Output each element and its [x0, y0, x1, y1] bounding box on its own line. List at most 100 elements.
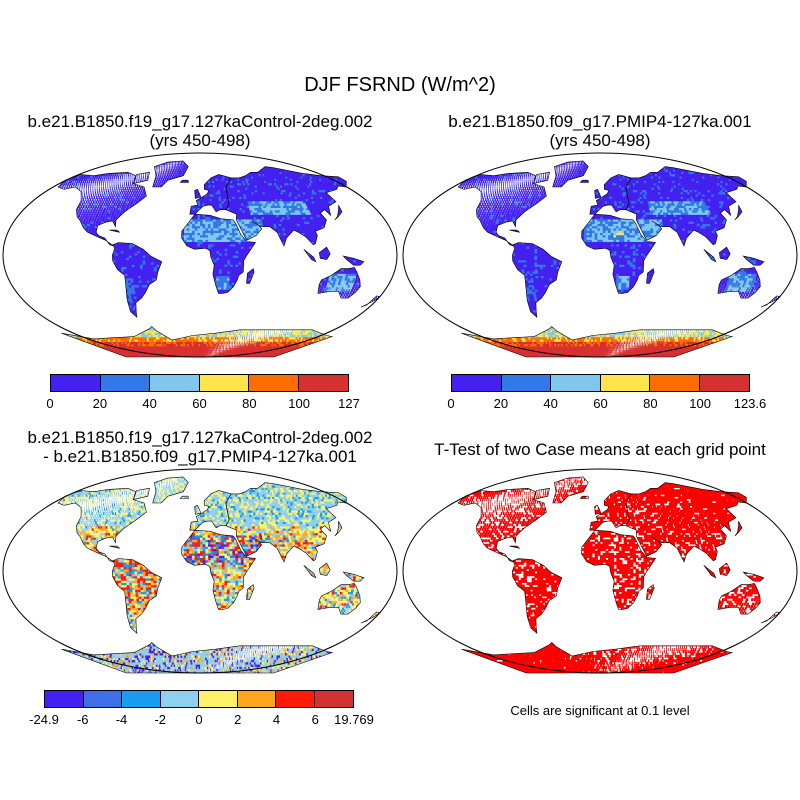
- coastline-newzealand: [360, 611, 381, 624]
- panel3-colorbar: [44, 690, 354, 708]
- colorbar-swatch: [452, 375, 502, 391]
- colorbar-swatch: [199, 375, 249, 391]
- colorbar-tick-label: 100: [288, 396, 310, 411]
- colorbar-swatch: [160, 691, 199, 707]
- coastline-samerica: [512, 558, 563, 635]
- coastline-newguinea: [342, 255, 365, 266]
- colorbar-swatch: [45, 691, 84, 707]
- significance-note: Cells are significant at 0.1 level: [400, 703, 800, 718]
- coastline-antarctica: [461, 641, 734, 674]
- coastline-samerica: [512, 242, 563, 319]
- coastline-europe: [189, 174, 232, 215]
- panel2-title-line1: b.e21.B1850.f09_g17.PMIP4-127ka.001: [400, 112, 800, 131]
- colorbar-swatch: [298, 375, 348, 391]
- colorbar-tick-label: 127: [338, 396, 360, 411]
- colorbar-swatch: [249, 375, 299, 391]
- panel3-title-line1: b.e21.B1850.f19_g17.127kaControl-2deg.00…: [0, 428, 400, 447]
- colorbar-swatch: [51, 375, 101, 391]
- coastline-borneo: [718, 246, 731, 260]
- panel3-map: [2, 468, 398, 674]
- colorbar-swatch: [600, 375, 650, 391]
- colorbar-tick-label: 4: [273, 712, 280, 727]
- map-border: [402, 152, 798, 358]
- colorbar-tick-label: -2: [154, 712, 166, 727]
- colorbar-swatch: [100, 375, 150, 391]
- coastline-europe: [589, 174, 632, 215]
- coastline-africa: [181, 213, 257, 294]
- coastline-greenland: [152, 476, 189, 504]
- coastline-greenland: [552, 160, 589, 188]
- coastline-madagascar: [646, 268, 655, 284]
- coastline-antarctica: [61, 325, 334, 358]
- panel3-title-line2: - b.e21.B1850.f09_g17.PMIP4-127ka.001: [0, 447, 400, 466]
- coastline-australia: [317, 583, 361, 615]
- colorbar-tick-label: 40: [142, 396, 156, 411]
- coastline-australia: [717, 583, 761, 615]
- colorbar-tick-label: 2: [234, 712, 241, 727]
- coastline-samerica: [112, 242, 163, 319]
- panel1-colorbar: [50, 374, 349, 392]
- panel2-map: [402, 152, 798, 358]
- coastline-africa: [581, 213, 657, 294]
- map-border: [2, 468, 398, 674]
- panel1-map: [2, 152, 398, 358]
- coastline-newzealand: [760, 295, 781, 308]
- coastline-borneo: [718, 562, 731, 576]
- coastline-antarctica: [461, 325, 734, 358]
- panel3-title: b.e21.B1850.f19_g17.127kaControl-2deg.00…: [0, 428, 400, 466]
- coastline-greenland: [152, 160, 189, 188]
- coastline-uk: [194, 188, 202, 199]
- panel1-title-line1: b.e21.B1850.f19_g17.127kaControl-2deg.00…: [0, 112, 400, 131]
- colorbar-tick-label: 60: [192, 396, 206, 411]
- coastline-japan: [334, 204, 343, 221]
- coastline-iceland: [579, 495, 589, 499]
- panel1-title-line2: (yrs 450-498): [0, 131, 400, 150]
- coastline-europe: [189, 490, 232, 531]
- coastline-sumatra: [303, 249, 317, 263]
- colorbar-tick-label: 123.6: [734, 396, 767, 411]
- colorbar-swatch: [122, 691, 161, 707]
- colorbar-swatch: [551, 375, 601, 391]
- colorbar-tick-label: 0: [195, 712, 202, 727]
- coastline-cuba: [109, 229, 120, 233]
- colorbar-tick-label: 80: [643, 396, 657, 411]
- panel2-title: b.e21.B1850.f09_g17.PMIP4-127ka.001 (yrs…: [400, 112, 800, 150]
- coastline-newguinea: [742, 571, 765, 582]
- colorbar-tick-label: 60: [593, 396, 607, 411]
- coastline-australia: [717, 267, 761, 299]
- coastline-sumatra: [703, 565, 717, 579]
- colorbar-tick-label: -6: [77, 712, 89, 727]
- colorbar-tick-label: 100: [689, 396, 711, 411]
- coastline-europe: [589, 490, 632, 531]
- coastline-iceland: [579, 179, 589, 183]
- coastline-japan: [334, 520, 343, 537]
- coastline-newzealand: [760, 611, 781, 624]
- colorbar-tick-label: -24.9: [29, 712, 59, 727]
- main-title: DJF FSRND (W/m^2): [0, 74, 800, 97]
- colorbar-swatch: [199, 691, 238, 707]
- colorbar-tick-label: 19.769: [334, 712, 374, 727]
- coastline-newguinea: [742, 255, 765, 266]
- coastline-baffin: [132, 171, 150, 185]
- colorbar-tick-label: 40: [543, 396, 557, 411]
- coastline-borneo: [318, 246, 331, 260]
- colorbar-swatch: [314, 691, 353, 707]
- coastline-baffin: [532, 487, 550, 501]
- colorbar-swatch: [699, 375, 749, 391]
- coastline-cuba: [509, 545, 520, 549]
- coastline-iceland: [179, 495, 189, 499]
- coastline-newzealand: [360, 295, 381, 308]
- coastline-uk: [194, 504, 202, 515]
- coastline-asia: [225, 482, 347, 563]
- coastline-cuba: [509, 229, 520, 233]
- coastline-asia: [625, 166, 747, 247]
- coastline-sumatra: [303, 565, 317, 579]
- coastline-madagascar: [246, 268, 255, 284]
- coastline-asia: [625, 482, 747, 563]
- panel2-colorbar: [451, 374, 750, 392]
- panel4-title: T-Test of two Case means at each grid po…: [400, 440, 800, 459]
- colorbar-tick-label: 6: [312, 712, 319, 727]
- colorbar-swatch: [276, 691, 315, 707]
- coastline-madagascar: [246, 584, 255, 600]
- colorbar-tick-label: 80: [242, 396, 256, 411]
